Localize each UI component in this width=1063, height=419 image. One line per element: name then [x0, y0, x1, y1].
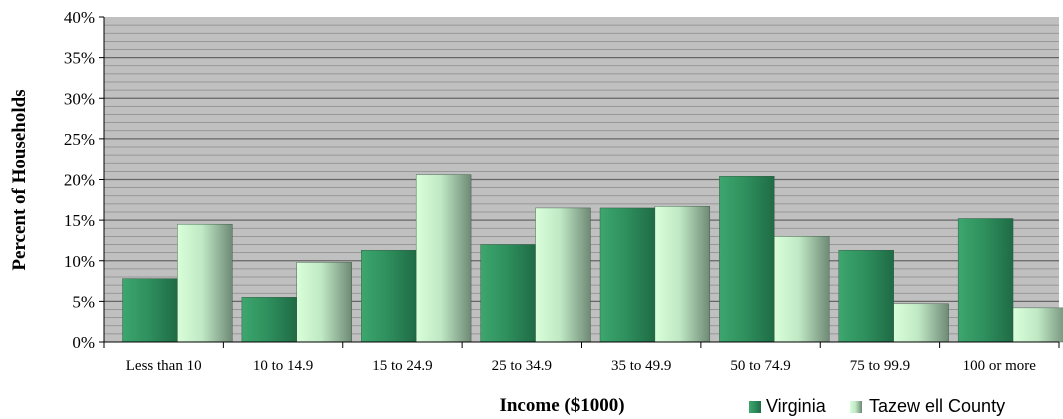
x-category-label: 15 to 24.9	[372, 358, 432, 374]
bar-tazewell-2	[296, 262, 352, 343]
x-category-label: 75 to 99.9	[850, 358, 910, 374]
bar-virginia-2	[241, 297, 297, 343]
x-category-label: 100 or more	[963, 358, 1037, 374]
y-tick-label: 5%	[72, 292, 95, 311]
y-tick-labels: 0% 5% 10% 15% 20% 25% 30% 35% 40%	[64, 8, 95, 352]
legend-label-tazewell: Tazew ell County	[869, 396, 1005, 416]
x-category-label: 35 to 49.9	[611, 358, 671, 374]
x-category-label: 25 to 34.9	[492, 358, 552, 374]
x-axis-title: Income ($1000)	[499, 395, 624, 416]
y-tick-label: 30%	[64, 89, 95, 108]
y-tick-label: 35%	[64, 49, 95, 68]
y-tick-label: 25%	[64, 130, 95, 149]
legend: Virginia Tazew ell County	[749, 396, 1005, 416]
y-tick-label: 40%	[64, 8, 95, 27]
x-category-labels: Less than 10 10 to 14.9 15 to 24.9 25 to 34…	[126, 358, 1037, 374]
legend-swatch-tazewell	[850, 401, 862, 413]
bar-tazewell-8	[1012, 307, 1063, 343]
x-category-label: 10 to 14.9	[253, 358, 313, 374]
y-tick-label: 0%	[72, 333, 95, 352]
y-tick-label: 15%	[64, 211, 95, 230]
bar-tazewell-3	[415, 174, 472, 343]
bar-tazewell-1	[177, 223, 233, 343]
axes	[99, 16, 1060, 348]
bar-virginia-4	[480, 244, 536, 343]
bar-virginia-8	[957, 218, 1014, 343]
x-category-label: 50 to 74.9	[730, 358, 790, 374]
bar-tazewell-6	[774, 236, 830, 343]
bar-tazewell-7	[893, 303, 949, 343]
bar-virginia-3	[361, 249, 417, 343]
y-tick-label: 10%	[64, 252, 95, 271]
bar-virginia-7	[838, 249, 894, 343]
bar-virginia-6	[719, 176, 775, 343]
bar-virginia-5	[599, 207, 656, 343]
bars	[122, 174, 1063, 343]
bar-tazewell-4	[535, 207, 591, 343]
x-category-label: Less than 10	[126, 358, 202, 374]
legend-swatch-virginia	[749, 401, 761, 413]
bar-virginia-1	[122, 278, 178, 343]
bar-tazewell-5	[654, 206, 711, 343]
legend-label-virginia: Virginia	[766, 396, 827, 416]
y-tick-label: 20%	[64, 171, 95, 190]
y-axis-title: Percent of Households	[9, 89, 30, 270]
